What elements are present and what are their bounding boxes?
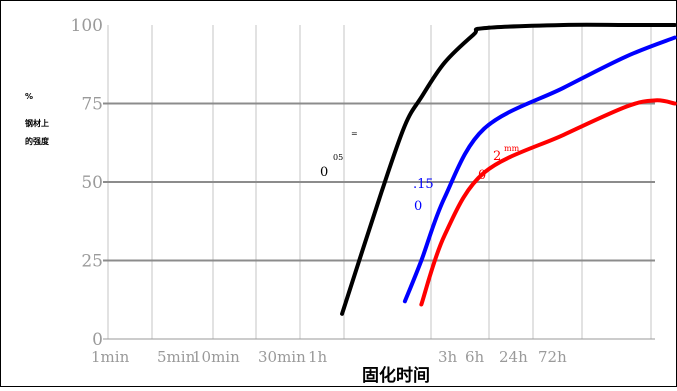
x-tick-label: 1min — [91, 348, 130, 366]
series-lines — [340, 22, 677, 316]
x-axis-title: 固化时间 — [362, 365, 430, 386]
x-tick-label: 24h — [499, 348, 528, 366]
horizontal-gridlines — [103, 102, 655, 262]
x-tick-label: 10min — [192, 348, 240, 366]
curve-annotation: 05 — [333, 153, 343, 162]
curve-annotation: .15 — [413, 177, 434, 192]
curve-annotation: 0 — [414, 199, 422, 214]
curve-annotation: = — [351, 129, 358, 138]
x-tick-label: 1h — [308, 348, 328, 366]
y-tick-label: 100 — [71, 16, 103, 36]
x-tick-label: 3h — [438, 348, 458, 366]
ylabel-line-1: 钢材上 — [25, 118, 49, 128]
curve-annotation: 0 — [478, 168, 486, 183]
x-tick-label: 5min — [157, 348, 196, 366]
y-tick-label: 50 — [81, 173, 103, 193]
series-line-black — [340, 22, 677, 316]
ylabel-line-2: 的强度 — [25, 136, 50, 146]
series-line-red — [419, 98, 677, 307]
x-tick-label: 72h — [538, 348, 567, 366]
ylabel-percent: % — [25, 92, 33, 101]
x-tick-label: 6h — [465, 348, 485, 366]
y-tick-label: 75 — [81, 95, 103, 115]
curve-annotation: 2 — [493, 149, 501, 164]
series-line-blue — [402, 35, 677, 304]
y-tick-label: 25 — [81, 252, 103, 272]
curve-annotation: mm — [504, 144, 520, 153]
y-tick-labels: 0 25 50 75 100 — [71, 16, 103, 350]
x-tick-label: 30min — [258, 348, 306, 366]
curve-annotation: 0 — [320, 165, 328, 180]
y-tick-label: 0 — [92, 330, 103, 350]
